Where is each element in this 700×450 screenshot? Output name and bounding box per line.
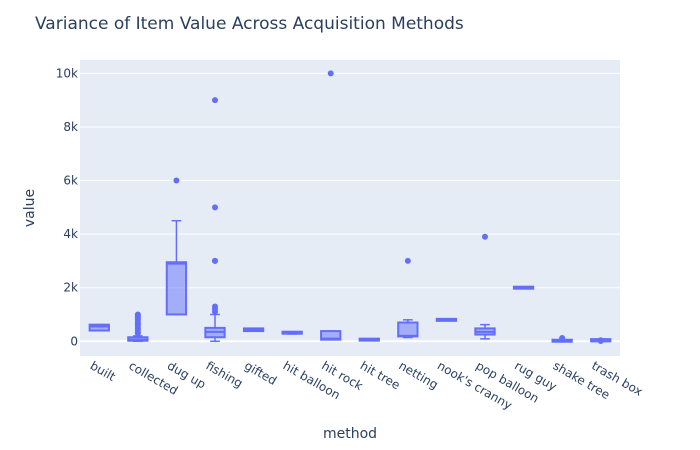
outlier-point [482, 233, 488, 240]
box-fishing [204, 97, 226, 343]
box-nook-s-cranny [435, 317, 458, 322]
box-hit-tree [358, 337, 380, 342]
x-tick-label: built [88, 358, 118, 384]
outlier-point [212, 204, 218, 211]
outlier-point [559, 335, 566, 342]
box-hit-balloon [281, 330, 303, 335]
iqr-box [397, 321, 419, 338]
boxes-layer [88, 70, 612, 344]
outlier-point [404, 257, 411, 264]
iqr-box [165, 261, 188, 316]
y-tick-label: 2k [63, 281, 78, 295]
box-gifted [242, 327, 265, 333]
box-pop-balloon [474, 233, 496, 340]
box-collected [127, 311, 149, 343]
outlier-point [597, 337, 604, 344]
iqr-box [320, 330, 342, 341]
x-tick-label: netting [396, 358, 440, 392]
x-tick-label: gifted [242, 358, 279, 387]
y-tick-label: 0 [70, 334, 78, 348]
outlier-point [212, 257, 218, 264]
box-built [88, 323, 110, 332]
outlier-point [212, 97, 218, 104]
box-netting [397, 257, 419, 339]
box-hit-rock [320, 70, 342, 341]
plot-area [80, 60, 620, 356]
x-tick-label: hit tree [358, 358, 403, 392]
y-tick-label: 6k [63, 174, 78, 188]
y-tick-label: 10k [56, 66, 78, 80]
iqr-box [88, 323, 110, 332]
y-axis-ticks: 0 2k 4k 6k 8k 10k [56, 66, 78, 348]
outlier-point [134, 311, 141, 318]
y-tick-label: 4k [63, 227, 78, 241]
chart-title: Variance of Item Value Across Acquisitio… [35, 14, 464, 34]
box-dug-up [165, 177, 188, 316]
x-axis-label: method [323, 426, 377, 442]
box-trash-box [590, 337, 612, 344]
box-rug-guy [512, 285, 535, 290]
y-axis-label: value [22, 189, 38, 227]
x-tick-label: fishing [204, 358, 246, 390]
outlier-point [212, 303, 218, 310]
box-shake-tree [551, 335, 573, 343]
y-tick-label: 8k [63, 120, 78, 134]
outlier-point [173, 177, 180, 184]
outlier-point [327, 70, 334, 77]
